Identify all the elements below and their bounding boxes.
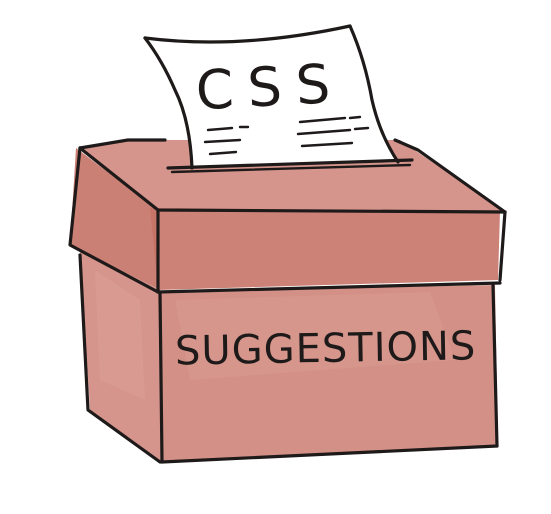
paper-sheet: CSS [143,24,400,170]
paper-text-line [203,138,242,144]
box-slot [166,158,414,170]
paper-text-line [296,126,370,136]
paper-text-line [206,125,250,132]
paper-text-line [208,150,238,156]
box-outline [68,138,507,464]
paper-title: CSS [194,52,345,123]
box-watercolor [70,140,505,462]
box-label: SUGGESTIONS [175,323,477,374]
paper-text-line [298,115,362,124]
paper-text-line [300,141,354,148]
